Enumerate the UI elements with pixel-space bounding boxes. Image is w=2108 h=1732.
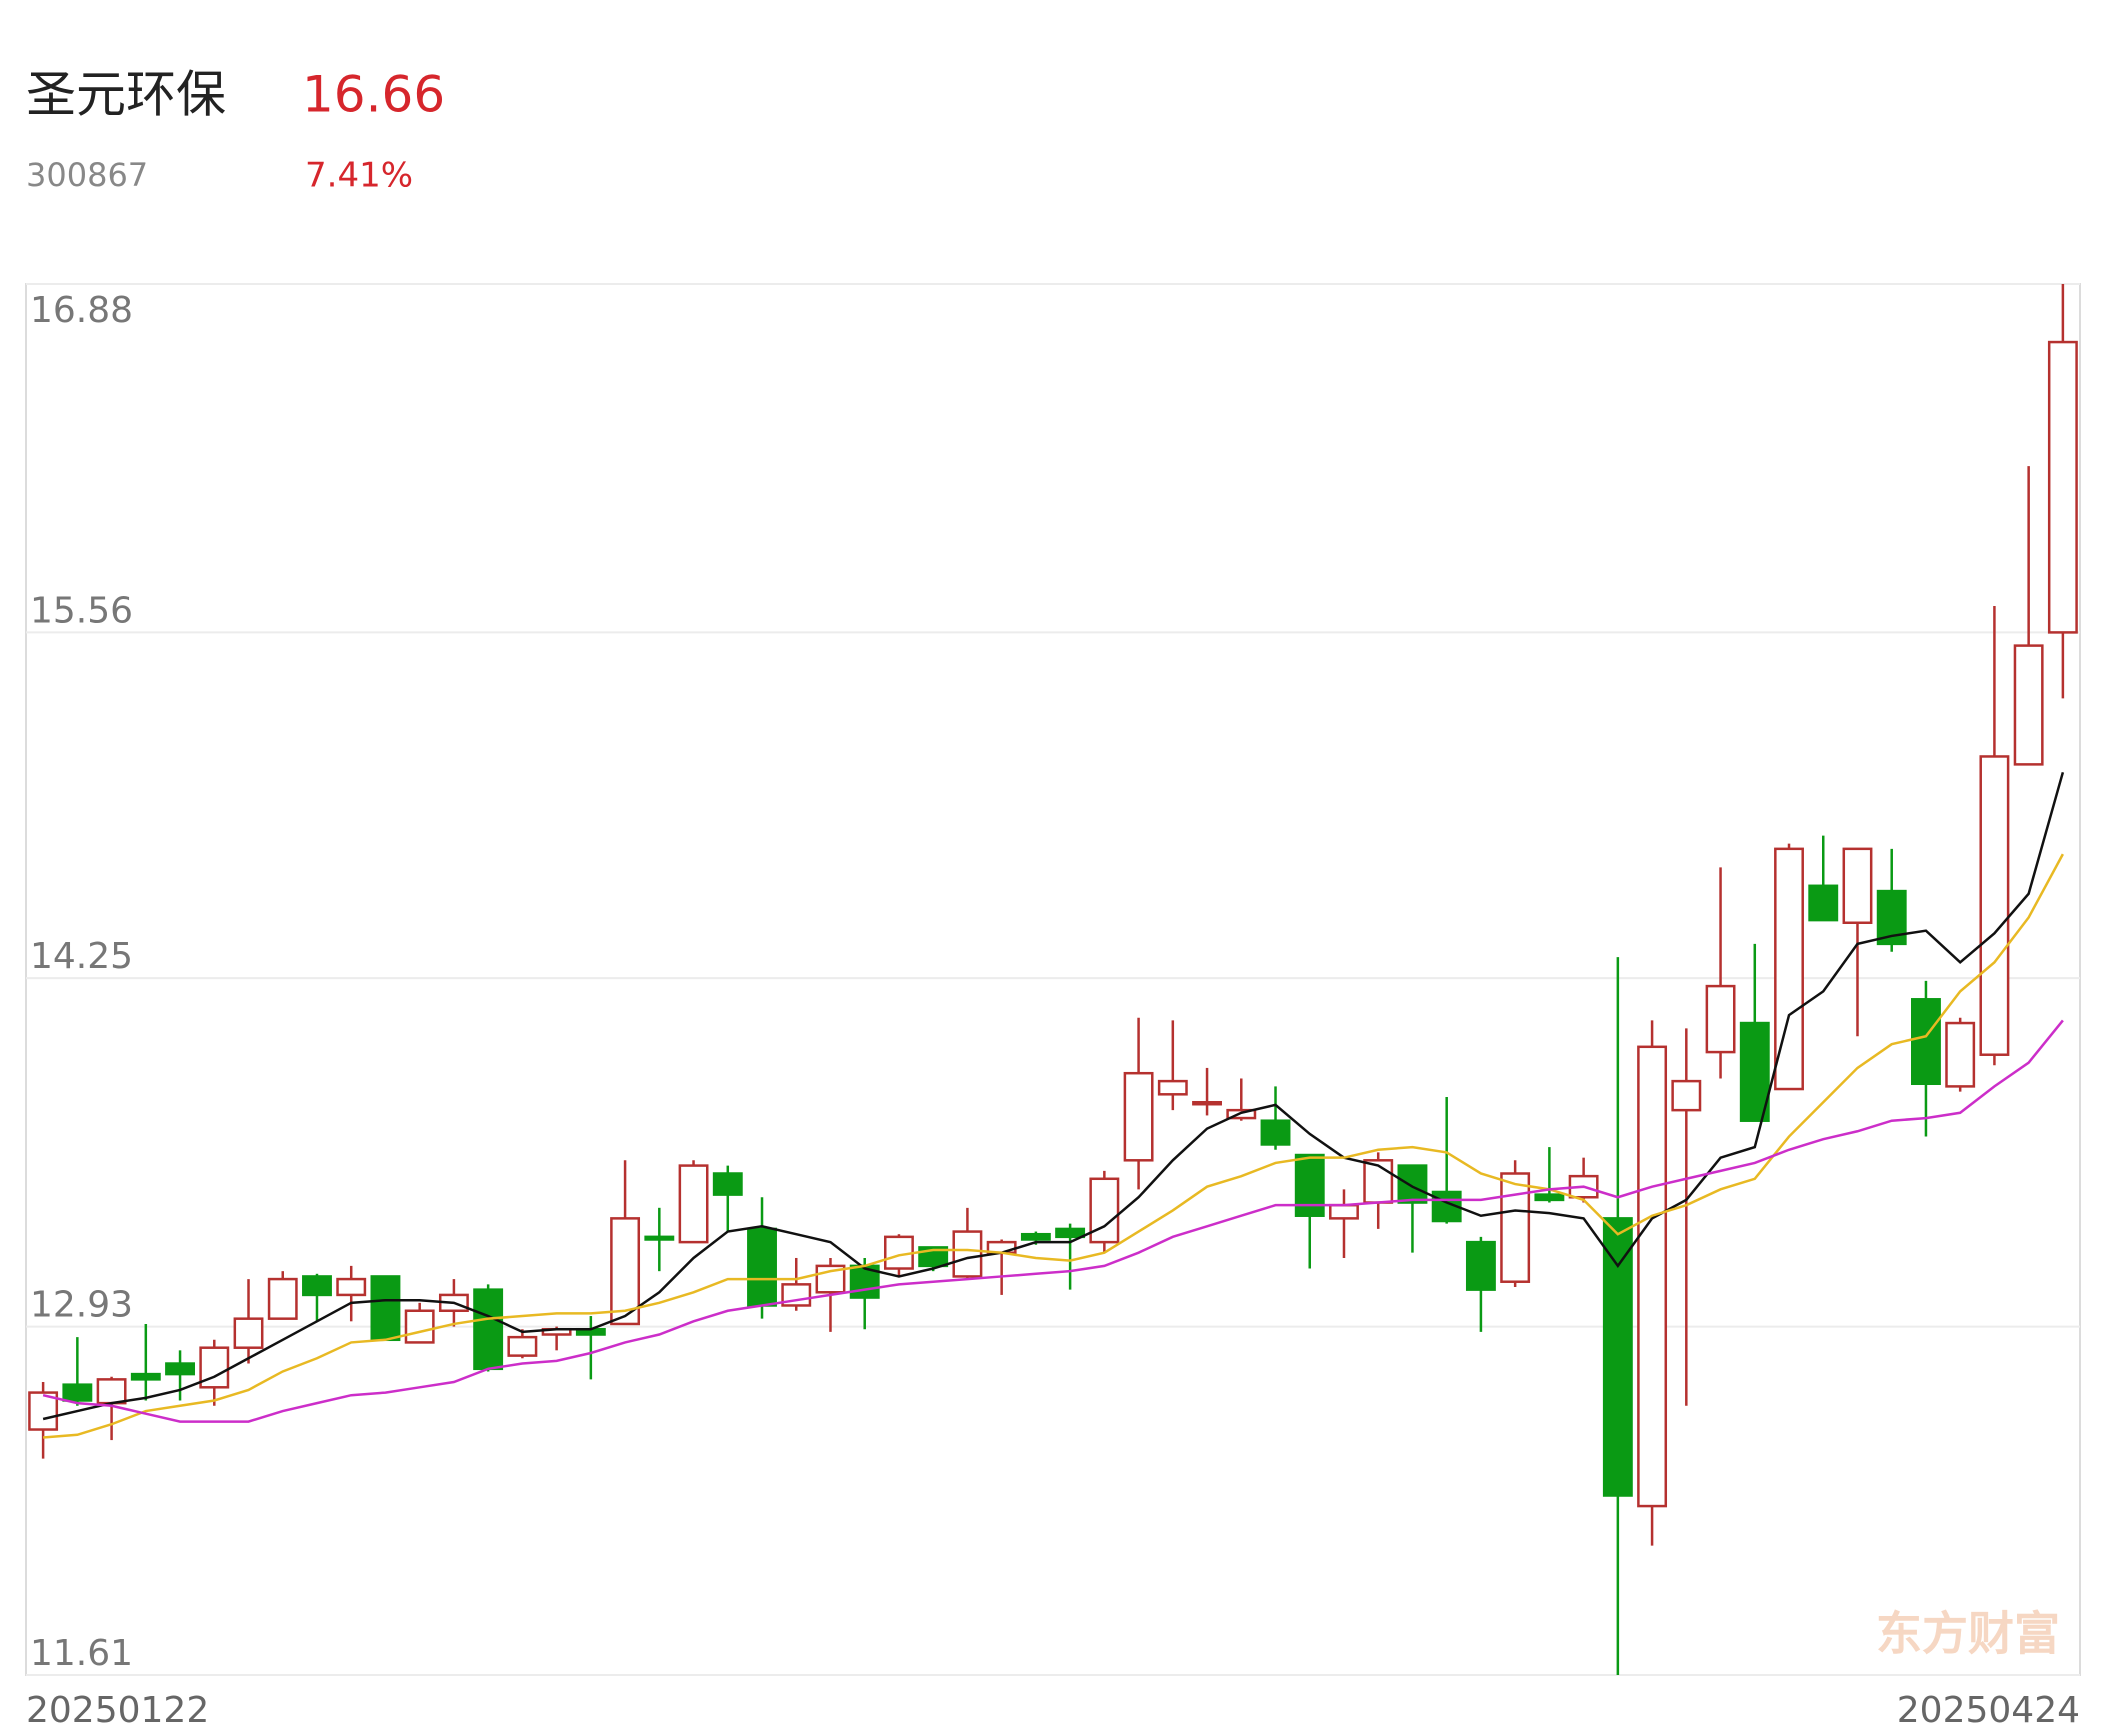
candle-body (1637, 1045, 1668, 1508)
candle-body (336, 1277, 367, 1297)
y-tick-label: 14.25 (30, 936, 133, 977)
candle-body (233, 1317, 264, 1349)
candle-body (1911, 998, 1941, 1086)
candle-body (302, 1275, 332, 1297)
candle-body (1500, 1172, 1531, 1283)
candle-body (952, 1230, 983, 1278)
candle-body (1465, 1240, 1496, 1291)
candle-body (747, 1227, 777, 1307)
candle-body (1705, 984, 1736, 1054)
candle-body (678, 1164, 709, 1244)
candle-body (1397, 1164, 1428, 1204)
candle-body (712, 1172, 743, 1196)
moving-average-line (42, 1019, 2064, 1423)
candle-body (370, 1275, 401, 1342)
candle-body (1739, 1021, 1770, 1122)
candle-body (1329, 1203, 1359, 1220)
plot-frame (25, 283, 2081, 1676)
y-tick-label: 12.93 (30, 1285, 133, 1326)
y-tick-label: 15.56 (30, 590, 133, 631)
price: 16.66 (302, 66, 445, 124)
candle-body (165, 1362, 195, 1376)
candle-body (610, 1217, 641, 1326)
candle-body (2013, 644, 2044, 766)
change-percent: 7.41% (305, 156, 413, 196)
x-tick-label: 20250122 (26, 1690, 209, 1731)
candle-body (1808, 884, 1839, 922)
candle-body (473, 1288, 504, 1371)
candle-body (1055, 1227, 1086, 1239)
candle-body (1260, 1119, 1291, 1146)
candle-body (1020, 1232, 1051, 1241)
candle-body (1945, 1021, 1976, 1088)
candle-body (1602, 1217, 1633, 1497)
candle-body (644, 1235, 675, 1241)
candle-body (1192, 1100, 1222, 1106)
watermark: 东方财富 (1876, 1607, 2060, 1661)
candle-body (404, 1309, 435, 1344)
candle-body (2047, 340, 2078, 634)
candle-body (1842, 847, 1873, 925)
candle-body (96, 1378, 127, 1405)
candle-body (507, 1335, 538, 1357)
y-tick-label: 11.61 (30, 1633, 133, 1674)
candle-body (267, 1277, 298, 1320)
x-tick-label: 20250424 (1897, 1690, 2080, 1731)
candle-body (1294, 1153, 1325, 1217)
candle-body (1671, 1079, 1702, 1112)
stock-name: 圣元环保 (26, 66, 226, 124)
candle-body (130, 1372, 161, 1381)
stock-code: 300867 (26, 156, 148, 194)
candle-body (62, 1383, 93, 1402)
candle-body (1534, 1193, 1565, 1202)
candle-body (28, 1391, 59, 1431)
candle-body (1979, 755, 2010, 1056)
moving-average-line (43, 853, 2064, 1439)
candle-body (1123, 1071, 1154, 1162)
candle-body (1089, 1177, 1120, 1244)
y-tick-label: 16.88 (30, 290, 133, 331)
moving-average-line (42, 771, 2065, 1421)
candle-body (1157, 1079, 1188, 1096)
